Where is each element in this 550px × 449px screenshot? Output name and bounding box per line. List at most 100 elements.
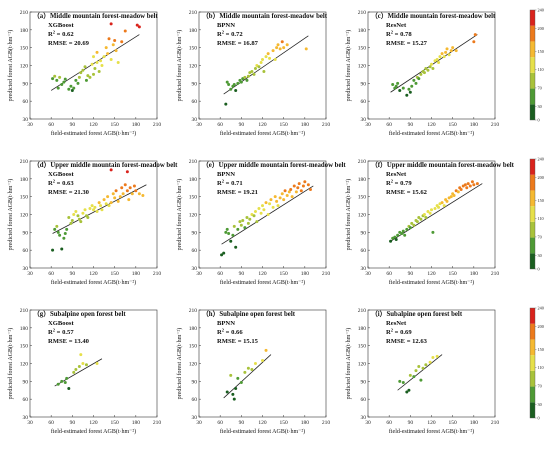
panel-4-point bbox=[276, 204, 280, 208]
panel-2-point bbox=[438, 55, 442, 59]
panel-2-point bbox=[407, 87, 411, 91]
panel-2-point bbox=[391, 83, 395, 87]
panel-0-point bbox=[111, 43, 115, 47]
panel-5-point bbox=[452, 193, 456, 197]
panel-4-point bbox=[222, 251, 226, 255]
panel-5-r2-eq: = bbox=[393, 180, 400, 187]
panel-8: 30 60 90 120 150 180 210 30 60 90 120 150 180 210 fiel… bbox=[345, 308, 499, 435]
panel-5-point bbox=[442, 204, 446, 208]
panel-7-rmse: RMSE = 15.15 bbox=[217, 338, 259, 345]
panel-0-point bbox=[137, 25, 141, 29]
panel-7-point bbox=[231, 392, 235, 396]
panel-0-point bbox=[67, 87, 71, 91]
panel-8-xtick-label: 60 bbox=[386, 420, 392, 426]
panel-7-r2-sup: 2 bbox=[222, 328, 225, 333]
panel-6-point bbox=[74, 367, 78, 371]
panel-3-point bbox=[109, 168, 113, 172]
panel-1-ytick-label: 30 bbox=[192, 117, 198, 123]
panel-5: 30 60 90 120 150 180 210 30 60 90 120 150 180 210 fiel… bbox=[345, 159, 515, 286]
panel-3-point bbox=[99, 204, 103, 208]
panel-1-y-axis-label: predicted forest AGB(t·hm⁻²) bbox=[176, 30, 183, 102]
panel-6-xtick-label: 150 bbox=[111, 420, 120, 426]
panel-0-x-axis-label: field-estimated forest AGB(t·hm⁻²) bbox=[51, 130, 136, 137]
panel-6-r2: R2 = 0.57 bbox=[48, 328, 74, 337]
panel-0-point bbox=[83, 65, 87, 69]
panel-4-point bbox=[301, 184, 305, 188]
panel-3-point bbox=[97, 201, 101, 205]
panel-1-point bbox=[304, 47, 308, 51]
panel-4-point bbox=[253, 210, 257, 214]
panel-3-point bbox=[86, 215, 90, 219]
panel-7-point bbox=[253, 362, 257, 365]
colorbar-segment bbox=[530, 174, 535, 191]
panel-2-point bbox=[408, 90, 412, 94]
panel-3-point bbox=[83, 208, 87, 212]
colorbar-segment bbox=[530, 355, 535, 371]
panel-5-ytick-label: 90 bbox=[361, 230, 367, 236]
panel-3-rmse-value: 21.30 bbox=[74, 189, 90, 196]
panel-1-point bbox=[253, 66, 257, 70]
panel-5-point bbox=[419, 217, 423, 221]
panel-2-point bbox=[426, 68, 430, 72]
panel-0-r2-sup: 2 bbox=[53, 30, 56, 35]
panel-8-xtick-label: 120 bbox=[427, 420, 436, 426]
panel-4-point bbox=[303, 180, 307, 184]
panel-4-point bbox=[273, 195, 277, 199]
panel-0-point bbox=[63, 77, 67, 81]
panel-4-point bbox=[225, 227, 229, 231]
colorbar-tick-label: 150 bbox=[538, 198, 544, 203]
panel-0: 30 60 90 120 150 180 210 30 60 90 120 150 180 210 fiel… bbox=[7, 10, 161, 137]
colorbar-tick-label: 110 bbox=[538, 216, 544, 221]
panel-0-xtick-label: 60 bbox=[48, 122, 54, 128]
panel-0-point bbox=[116, 61, 120, 65]
panel-0-title: （a）Middle mountain forest-meadow belt bbox=[33, 12, 158, 20]
panel-8-rmse: RMSE = 12.63 bbox=[386, 338, 428, 345]
panel-8-point bbox=[419, 378, 423, 382]
panel-3-panel-label: （d） bbox=[33, 161, 50, 169]
panel-3-point bbox=[106, 195, 110, 199]
panel-5-point bbox=[433, 207, 437, 211]
panel-2-point bbox=[414, 81, 418, 85]
panel-0-point bbox=[56, 86, 60, 90]
panel-2-point bbox=[401, 86, 405, 90]
panel-4-point bbox=[239, 223, 243, 227]
panel-0-r2-value: 0.62 bbox=[62, 31, 74, 38]
panel-4-ytick-label: 120 bbox=[189, 213, 198, 219]
panel-1-point bbox=[268, 56, 272, 60]
panel-0-point bbox=[69, 84, 73, 88]
panel-4-xtick-label: 60 bbox=[217, 271, 223, 277]
panel-1-point bbox=[252, 72, 256, 76]
panel-8-ytick-label: 210 bbox=[358, 308, 367, 314]
panel-1-rmse-label: RMSE = bbox=[217, 40, 243, 47]
panel-0-point bbox=[55, 78, 59, 82]
panel-4-panel-label: （e） bbox=[202, 161, 219, 169]
panel-6-title: （g）Subalpine open forest belt bbox=[33, 310, 126, 318]
colorbar-1: 0 30 70 110 150 200 240 bbox=[529, 157, 544, 272]
panel-0-xtick-label: 180 bbox=[132, 122, 141, 128]
panel-5-point bbox=[415, 220, 419, 224]
panel-0-point bbox=[93, 66, 97, 70]
panel-8-xtick-label: 90 bbox=[408, 420, 414, 426]
panel-3-point bbox=[116, 199, 120, 203]
panel-0-point bbox=[51, 77, 55, 81]
panel-7-xtick-label: 90 bbox=[239, 420, 245, 426]
colorbar-tick-label: 0 bbox=[538, 118, 540, 123]
panel-6-xtick-label: 180 bbox=[132, 420, 141, 426]
panel-4-point bbox=[236, 227, 240, 231]
panel-0-point bbox=[109, 22, 113, 26]
panel-1-point bbox=[266, 52, 270, 56]
panel-5-point bbox=[410, 221, 414, 225]
panel-6-r2-label: R bbox=[48, 329, 53, 336]
panel-4-point bbox=[280, 192, 284, 196]
panel-8-xtick-label: 150 bbox=[449, 420, 458, 426]
panel-8-xtick-label: 30 bbox=[365, 420, 371, 426]
panel-3-ytick-label: 120 bbox=[20, 213, 29, 219]
panel-2-point bbox=[442, 55, 446, 59]
panel-7-y-axis-label: predicted forest AGB(t·hm⁻²) bbox=[176, 328, 183, 400]
panel-5-point bbox=[459, 188, 463, 192]
panel-0-ytick-label: 120 bbox=[20, 64, 29, 70]
panel-3-point bbox=[76, 214, 80, 218]
panel-3-rmse-label: RMSE = bbox=[48, 189, 74, 196]
panel-4-point bbox=[299, 189, 303, 193]
colorbar-tick-label: 150 bbox=[538, 347, 544, 352]
